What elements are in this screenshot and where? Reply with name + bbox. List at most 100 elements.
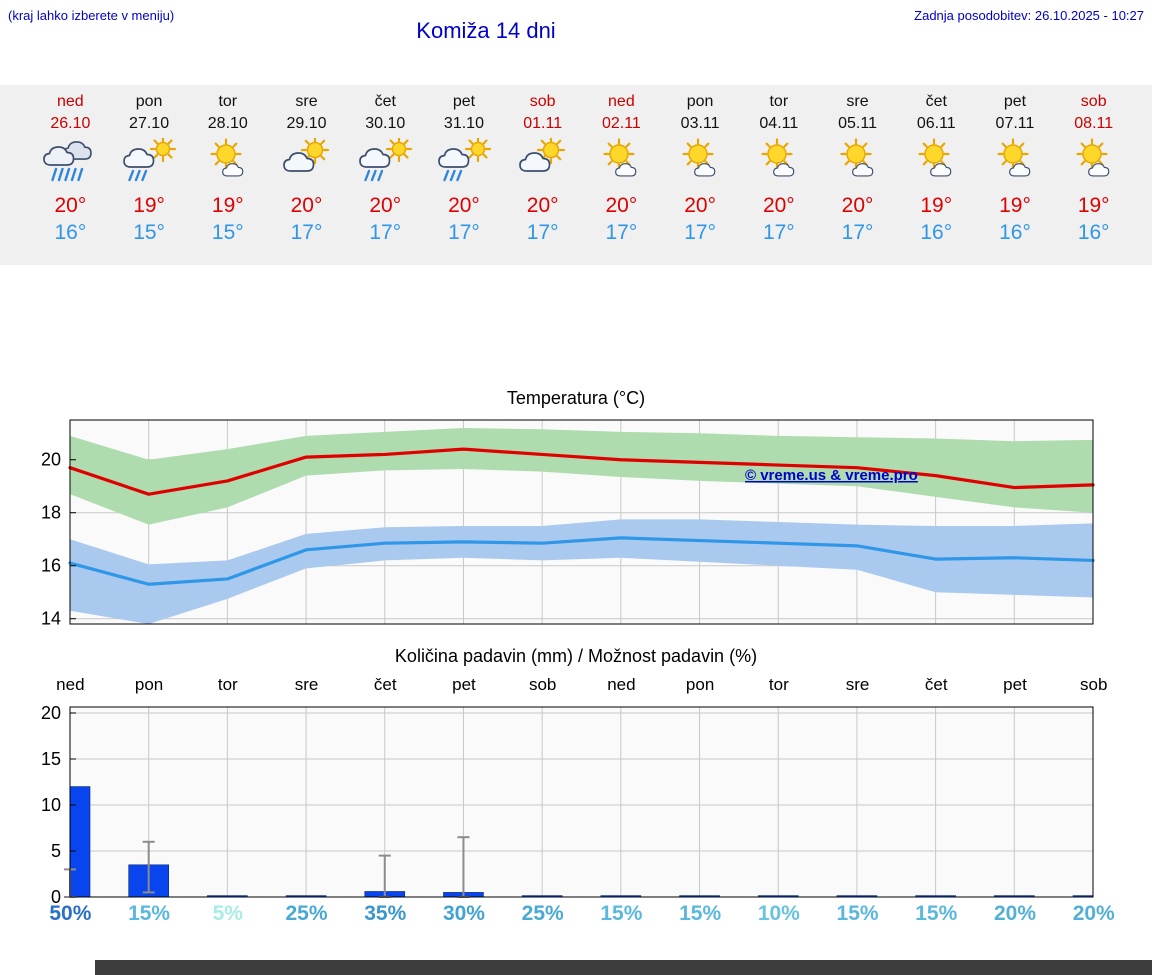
forecast-day-27.10[interactable]: pon 27.10 19° 15°: [110, 91, 189, 265]
day-date: 29.10: [286, 115, 327, 132]
partly-sunny-icon: [582, 138, 661, 188]
forecast-strip: ned 26.10 20° 16° pon 27.10 19° 15° tor 28.10 19° 1…: [0, 85, 1152, 265]
day-low-temp: 17°: [526, 221, 559, 244]
precip-ytick: 0: [51, 887, 61, 904]
partly-cloudy-icon: [503, 135, 582, 188]
rain-heavy-icon: [31, 138, 110, 188]
forecast-day-01.11[interactable]: sob 01.11 20° 17°: [503, 91, 582, 265]
day-low-temp: 17°: [369, 221, 402, 244]
forecast-day-04.11[interactable]: tor 04.11 20° 17°: [739, 91, 818, 265]
precip-probability: 15%: [600, 902, 643, 925]
precip-day-label: ned: [56, 675, 85, 694]
day-low-temp: 17°: [684, 221, 716, 244]
precip-day-label: čet: [373, 675, 397, 694]
day-name: sob: [1080, 93, 1107, 110]
forecast-day-02.11[interactable]: ned 02.11 20° 17°: [582, 91, 661, 265]
precip-day-label: sre: [845, 675, 870, 694]
day-date: 30.10: [365, 115, 406, 132]
forecast-day-08.11[interactable]: sob 08.11 19° 16°: [1054, 91, 1133, 265]
day-low-temp: 15°: [133, 221, 165, 244]
precip-day-label: pon: [134, 675, 164, 694]
day-date: 27.10: [129, 115, 170, 132]
precip-probability: 50%: [49, 902, 92, 925]
precip-probability: 35%: [364, 902, 407, 925]
precip-probability: 25%: [521, 902, 564, 925]
precip-day-row: ned pon tor sre čet pet sob ned pon tor sre čet pet s…: [0, 675, 1152, 695]
precip-day-label: sre: [294, 675, 319, 694]
forecast-day-29.10[interactable]: sre 29.10 20° 17°: [267, 91, 346, 265]
max-temp-line: [68, 447, 1095, 496]
day-name: pon: [135, 93, 163, 110]
day-name: tor: [769, 93, 789, 110]
partly-sunny-icon: [818, 138, 897, 188]
day-high-temp: 20°: [54, 194, 87, 217]
temperature-chart: 14 16 18 20 © vreme.us & vreme.pro: [41, 419, 1095, 627]
precip-day-label: sob: [1079, 675, 1108, 694]
day-date: 01.11: [523, 115, 563, 132]
day-low-temp: 17°: [448, 221, 480, 244]
forecast-day-28.10[interactable]: tor 28.10 19° 15°: [188, 91, 267, 265]
precip-day-label: pet: [452, 675, 476, 694]
day-date: 31.10: [443, 115, 484, 132]
precip-probability: 15%: [836, 902, 879, 925]
day-high-temp: 19°: [999, 194, 1031, 217]
day-high-temp: 20°: [290, 194, 323, 217]
page-title: Komiža 14 dni: [416, 18, 556, 43]
day-high-temp: 20°: [605, 194, 638, 217]
partly-sunny-icon: [976, 138, 1055, 188]
precip-ytick: 5: [51, 841, 61, 861]
partly-sunny-icon: [739, 138, 818, 188]
topbar: (kraj lahko izberete v meniju) Komiža 14…: [0, 0, 1152, 48]
precip-day-label: ned: [607, 675, 636, 694]
precip-day-label: pon: [685, 675, 715, 694]
last-update: Zadnja posodobitev: 26.10.2025 - 10:27: [914, 8, 1144, 23]
day-name: ned: [57, 93, 84, 110]
temperature-chart-title: Temperatura (°C): [506, 388, 646, 408]
footer-bar: [95, 960, 1152, 975]
day-low-temp: 16°: [920, 221, 953, 244]
precip-probability: 15%: [679, 902, 722, 925]
day-low-temp: 15°: [211, 221, 244, 244]
day-date: 07.11: [995, 115, 1035, 132]
forecast-day-30.10[interactable]: čet 30.10 20° 17°: [346, 91, 425, 265]
day-high-temp: 20°: [684, 194, 716, 217]
day-high-temp: 20°: [369, 194, 402, 217]
day-high-temp: 19°: [920, 194, 953, 217]
temp-ytick: 20: [41, 450, 61, 470]
partly-sunny-icon: [897, 138, 976, 188]
menu-hint[interactable]: (kraj lahko izberete v meniju): [8, 8, 175, 23]
precip-day-label: tor: [768, 675, 789, 694]
day-date: 05.11: [838, 115, 877, 132]
day-name: sre: [295, 93, 318, 110]
day-high-temp: 20°: [448, 194, 480, 217]
day-high-temp: 20°: [526, 194, 559, 217]
temp-ytick: 16: [41, 556, 61, 576]
forecast-day-31.10[interactable]: pet 31.10 20° 17°: [425, 91, 504, 265]
day-low-temp: 17°: [762, 221, 795, 244]
forecast-day-03.11[interactable]: pon 03.11 20° 17°: [661, 91, 740, 265]
partly-sunny-icon: [661, 138, 740, 188]
day-high-temp: 20°: [762, 194, 795, 217]
day-date: 08.11: [1074, 115, 1114, 132]
day-name: sob: [529, 93, 556, 110]
partly-cloudy-icon: [267, 135, 346, 188]
forecast-day-05.11[interactable]: sre 05.11 20° 17°: [818, 91, 897, 265]
precipitation-chart: 0 5 10 15 20: [41, 703, 1094, 904]
day-low-temp: 17°: [290, 221, 323, 244]
watermark-link[interactable]: © vreme.us & vreme.pro: [745, 467, 918, 484]
precipitation-chart-title: Količina padavin (mm) / Možnost padavin …: [394, 646, 758, 666]
day-date: 26.10: [50, 115, 91, 132]
precip-day-label: tor: [217, 675, 238, 694]
day-high-temp: 19°: [211, 194, 244, 217]
precip-prob-row: 50% 15% 5% 25% 35% 30% 25% 15% 15% 10% 15% 15% 20% 20…: [0, 902, 1152, 926]
forecast-day-26.10[interactable]: ned 26.10 20° 16°: [31, 91, 110, 265]
day-date: 02.11: [601, 115, 641, 132]
day-high-temp: 20°: [841, 194, 874, 217]
day-date: 06.11: [916, 115, 956, 132]
precip-probability: 30%: [442, 902, 485, 925]
forecast-day-07.11[interactable]: pet 07.11 19° 16°: [976, 91, 1055, 265]
precip-bar-ned: [69, 786, 91, 898]
forecast-day-06.11[interactable]: čet 06.11 19° 16°: [897, 91, 976, 265]
precip-ytick: 15: [41, 749, 61, 769]
day-low-temp: 16°: [999, 221, 1031, 244]
